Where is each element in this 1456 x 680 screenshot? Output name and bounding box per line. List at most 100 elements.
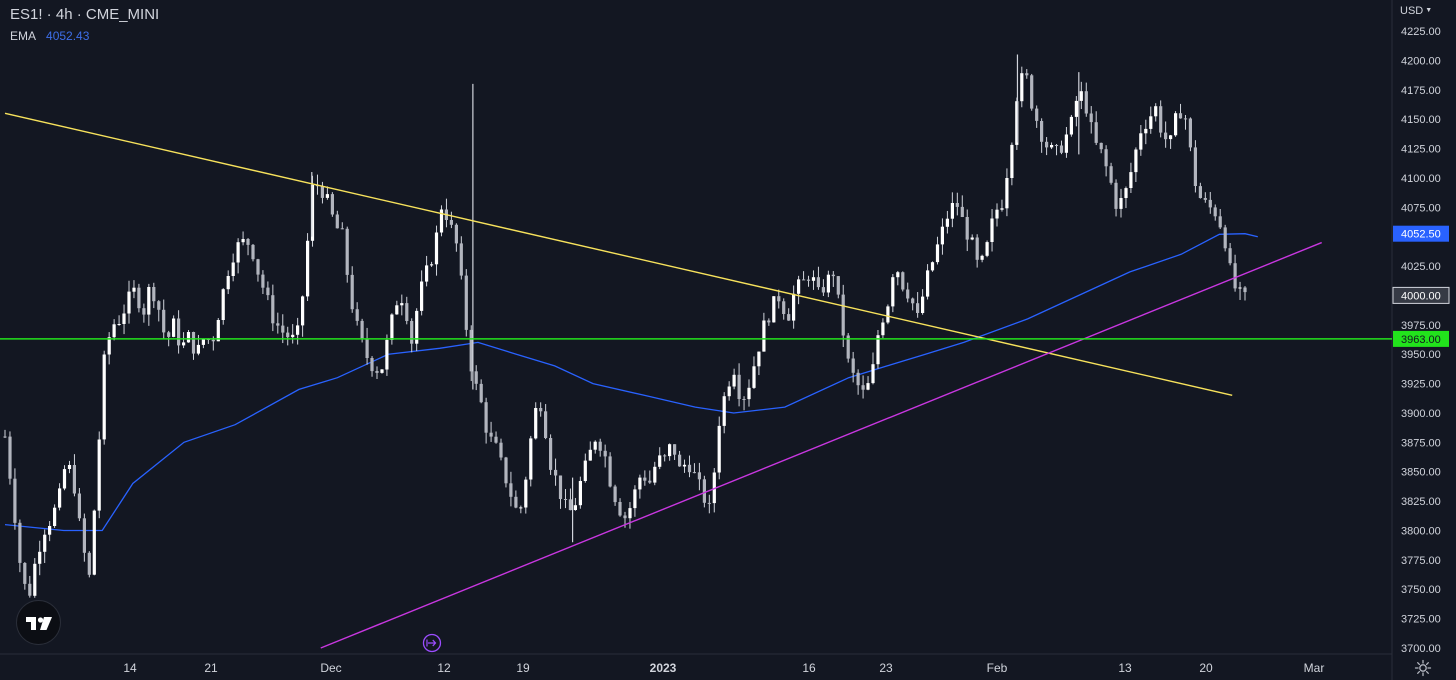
- candle-body: [325, 194, 329, 198]
- candle-body: [28, 583, 32, 596]
- currency-selector[interactable]: USD ▼: [1400, 5, 1432, 17]
- candle-body: [950, 203, 954, 219]
- candle-body: [196, 344, 200, 354]
- candle-body: [563, 499, 568, 500]
- time-tick-label: 21: [204, 661, 218, 675]
- price-tick-label: 4150.00: [1401, 114, 1441, 126]
- candle-body: [350, 274, 354, 310]
- candle-body: [896, 272, 900, 278]
- candle-body: [221, 289, 225, 320]
- candle-body: [147, 287, 151, 315]
- trendlines-layer: [0, 112, 1392, 649]
- candle-body: [712, 472, 716, 504]
- ema-name: EMA: [10, 29, 37, 43]
- candle-body: [1050, 145, 1054, 148]
- candle-body: [434, 232, 439, 265]
- yellow-trendline[interactable]: [4, 112, 1233, 397]
- candle-body: [276, 323, 280, 326]
- candle-body: [310, 185, 315, 241]
- candle-body: [1025, 73, 1029, 76]
- level-price-label: 3963.00: [1401, 334, 1441, 346]
- candle-body: [826, 274, 830, 293]
- candle-body: [633, 489, 637, 509]
- symbol-title[interactable]: ES1! · 4h · CME_MINI: [10, 6, 160, 23]
- candle-body: [122, 313, 126, 324]
- candle-body: [301, 296, 305, 326]
- candle-body: [772, 296, 776, 323]
- candle-body: [757, 351, 761, 367]
- candle-body: [935, 244, 940, 263]
- candle-body: [92, 510, 96, 575]
- candle-body: [787, 314, 791, 321]
- price-tick-label: 3850.00: [1401, 467, 1441, 479]
- candle-body: [648, 480, 652, 483]
- price-axis[interactable]: 4225.00 4200.00 4175.00 4150.00 4125.00 4100.…: [1401, 26, 1441, 655]
- candle-body: [504, 457, 508, 484]
- tradingview-logo-icon[interactable]: [16, 600, 61, 645]
- candle-body: [593, 441, 597, 450]
- candle-body: [841, 294, 845, 336]
- ema-value: 4052.43: [46, 29, 90, 43]
- candle-body: [296, 325, 300, 335]
- candle-body: [643, 477, 647, 481]
- candle-body: [137, 287, 141, 309]
- time-tick-label: Dec: [320, 661, 341, 675]
- candle-body: [152, 287, 156, 302]
- candle-body: [1164, 132, 1168, 140]
- candle-body: [608, 456, 612, 487]
- candle-body: [459, 243, 463, 276]
- candle-body: [940, 226, 944, 245]
- candle-body: [1010, 144, 1014, 178]
- candle-body: [821, 287, 825, 293]
- candle-body: [945, 218, 949, 227]
- candle-body: [583, 460, 587, 481]
- candles-layer: [3, 54, 1247, 598]
- candle-body: [23, 563, 27, 584]
- candle-body: [906, 289, 910, 299]
- candle-body: [67, 465, 72, 469]
- ema-legend[interactable]: EMA 4052.43: [10, 29, 159, 43]
- time-tick-label: 12: [437, 661, 451, 675]
- candle-body: [687, 464, 692, 473]
- candle-body: [13, 478, 17, 523]
- time-axis[interactable]: 14 21 Dec 12 19 2023 16 23 Feb 13 20 Mar: [123, 661, 1324, 675]
- candle-body: [663, 455, 667, 457]
- candle-body: [380, 369, 384, 373]
- candle-body: [1238, 287, 1242, 289]
- candle-body: [782, 301, 786, 314]
- candle-body: [1005, 178, 1009, 209]
- candle-body: [464, 275, 468, 330]
- time-tick-label: 23: [879, 661, 893, 675]
- candle-body: [836, 276, 840, 295]
- candle-body: [737, 374, 741, 399]
- candle-body: [256, 259, 260, 275]
- candle-body: [747, 387, 751, 400]
- candle-body: [320, 186, 324, 198]
- candle-body: [767, 320, 771, 323]
- candle-body: [43, 534, 47, 552]
- ema-price-label: 4052.50: [1401, 229, 1441, 241]
- candle-body: [519, 507, 523, 509]
- candle-body: [231, 262, 235, 276]
- candle-body: [1243, 287, 1247, 293]
- candle-body: [871, 364, 875, 384]
- candle-body: [658, 455, 662, 467]
- candle-body: [1228, 248, 1232, 264]
- price-tick-label: 3825.00: [1401, 496, 1441, 508]
- candle-body: [1099, 142, 1103, 150]
- candle-body: [846, 335, 850, 359]
- candle-body: [554, 469, 558, 476]
- candle-body: [251, 244, 255, 260]
- candle-body: [911, 298, 915, 304]
- candle-body: [48, 526, 52, 535]
- candle-body: [534, 408, 538, 439]
- arrow-circle-icon[interactable]: [422, 633, 442, 653]
- magenta-trendline[interactable]: [320, 241, 1322, 649]
- time-tick-label: 14: [123, 661, 137, 675]
- candle-body: [578, 481, 582, 506]
- candle-body: [499, 442, 503, 458]
- candle-body: [558, 475, 563, 499]
- gear-icon[interactable]: [1414, 659, 1432, 677]
